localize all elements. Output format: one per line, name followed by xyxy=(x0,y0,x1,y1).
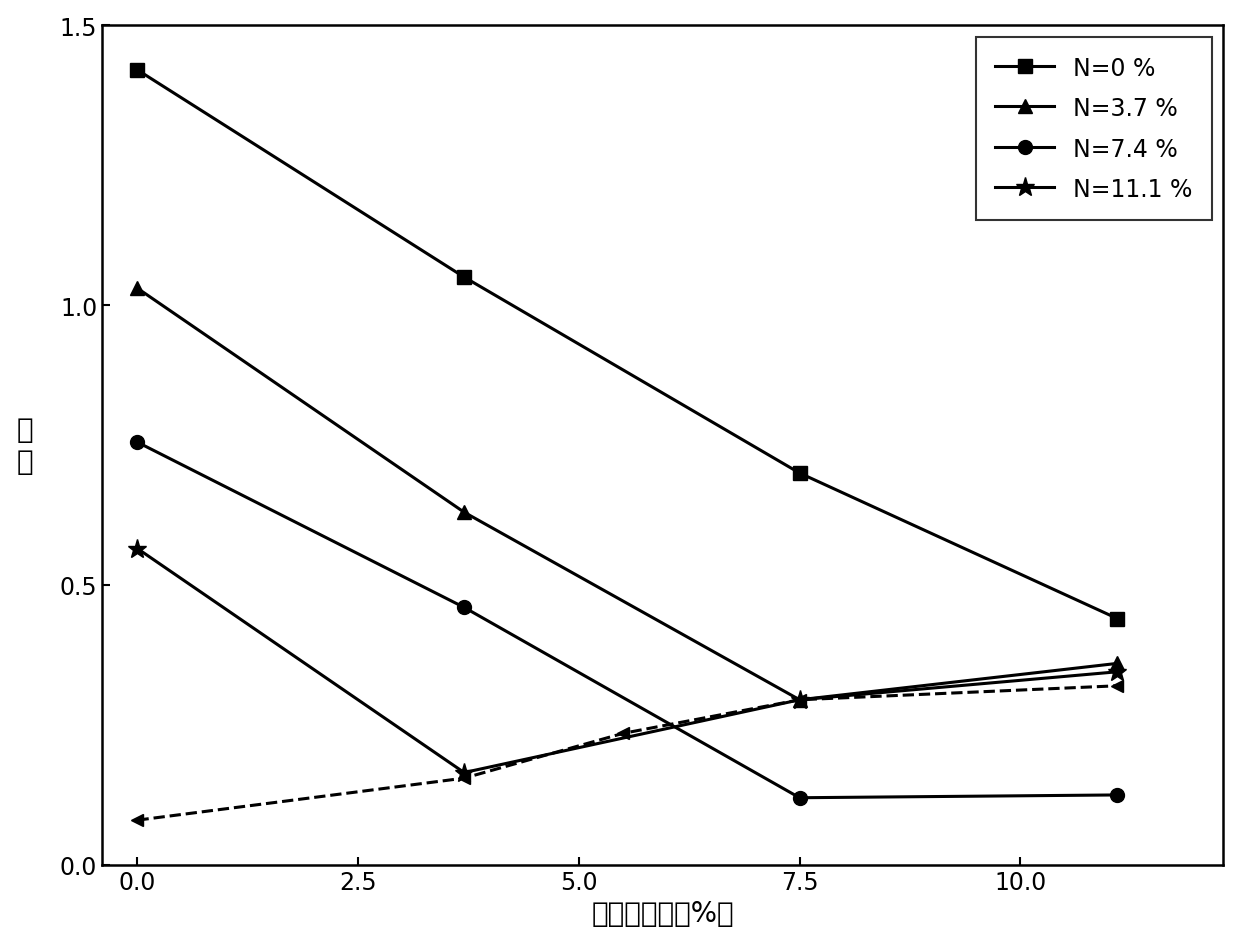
Legend: N=0 %, N=3.7 %, N=7.4 %, N=11.1 %: N=0 %, N=3.7 %, N=7.4 %, N=11.1 % xyxy=(976,38,1211,221)
Y-axis label: 能
量: 能 量 xyxy=(16,415,33,476)
X-axis label: 钒原子浓度（%）: 钒原子浓度（%） xyxy=(591,900,734,927)
